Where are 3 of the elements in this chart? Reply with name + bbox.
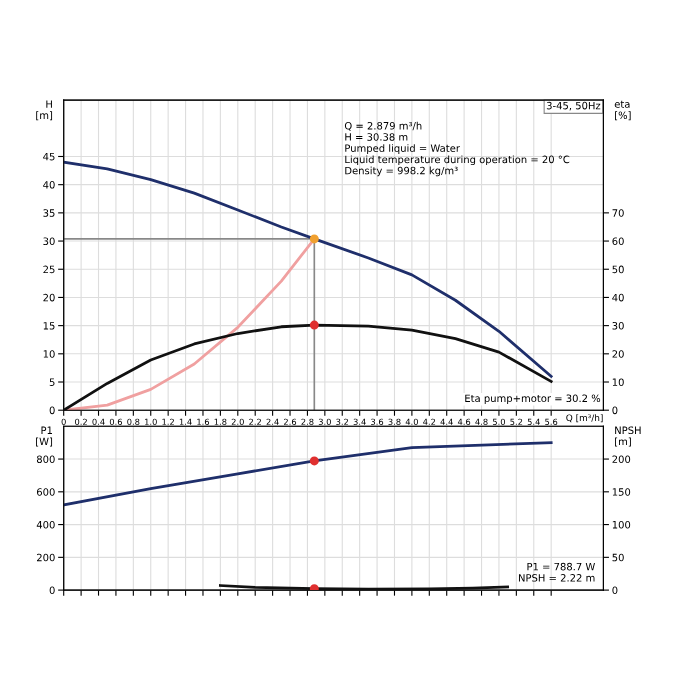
line-series	[63, 237, 316, 411]
line-series	[63, 441, 553, 507]
line-series	[63, 323, 553, 411]
